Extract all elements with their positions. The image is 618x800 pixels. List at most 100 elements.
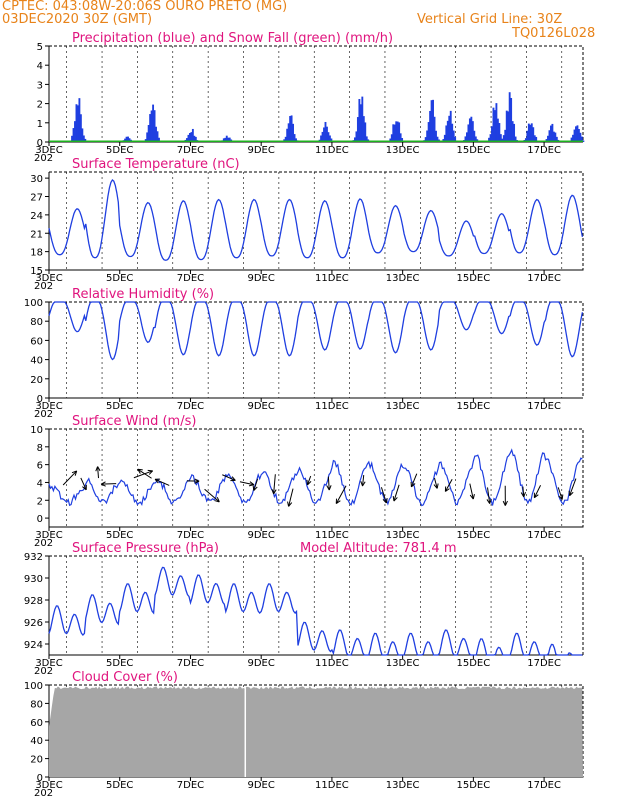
panel-title-3: Relative Humidity (%) xyxy=(72,287,214,302)
x-tick-label: 11DEC xyxy=(315,401,349,412)
x-tick-label: 3DEC xyxy=(35,273,62,284)
wind-arrow-head xyxy=(392,496,398,502)
precip-bar xyxy=(356,117,359,142)
wind-arrow-head xyxy=(568,490,574,497)
x-tick-label: 17DEC xyxy=(527,273,561,284)
precip-bar xyxy=(75,104,78,142)
precip-bar xyxy=(295,138,297,142)
wind-arrow-head xyxy=(558,494,564,500)
x-tick-label: 7DEC xyxy=(177,658,204,669)
precip-bar xyxy=(396,121,399,142)
precip-bar xyxy=(548,130,551,142)
precip-bar xyxy=(452,130,455,142)
y-tick-label: 932 xyxy=(24,552,43,563)
wind-arrow-head xyxy=(360,481,366,487)
wind-arrow xyxy=(273,474,276,494)
y-tick-label: 1 xyxy=(37,119,43,130)
x-tick-label: 15DEC xyxy=(457,530,491,541)
x-tick-label: 13DEC xyxy=(386,273,420,284)
precip-bar xyxy=(287,123,290,142)
precip-bar xyxy=(494,110,496,142)
precip-bar xyxy=(127,136,129,142)
precip-bar xyxy=(187,134,190,142)
precip-bar xyxy=(573,129,576,142)
precip-bar xyxy=(365,136,368,142)
wind-arrow-head xyxy=(154,478,161,484)
wind-arrow xyxy=(327,476,330,491)
precip-bar xyxy=(504,129,507,142)
precip-bar xyxy=(362,116,365,142)
precip-bar xyxy=(146,132,149,142)
wind-arrow xyxy=(306,475,312,486)
precip-bar xyxy=(492,107,495,142)
panel-4: Surface Wind (m/s) 0 2 4 6 8 10 3DEC 5DEC 7DEC 9DE… xyxy=(30,414,584,549)
wind-arrow-head xyxy=(502,500,508,506)
precip-bar xyxy=(445,125,448,142)
humidity-line xyxy=(48,301,584,361)
wind-arrow xyxy=(557,487,563,500)
precip-bar xyxy=(286,128,289,142)
y-tick-label: 24 xyxy=(30,211,43,222)
precip-bar xyxy=(290,115,293,142)
wind-arrow xyxy=(154,478,170,486)
x-tick-label: 11DEC xyxy=(315,273,349,284)
x-year-label: 202 xyxy=(34,153,53,164)
y-tick-label: 60 xyxy=(30,718,43,729)
panel-annotation-5: Model Altitude: 781.4 m xyxy=(300,541,457,556)
precip-bar xyxy=(321,131,324,142)
x-tick-label: 13DEC xyxy=(386,401,420,412)
precip-bar xyxy=(125,136,128,142)
x-tick-label: 17DEC xyxy=(527,780,561,791)
wind-arrow-head xyxy=(82,484,87,491)
wind-arrow xyxy=(222,474,236,481)
y-tick-label: 8 xyxy=(37,443,43,454)
wind-arrow-head xyxy=(520,491,526,498)
panel-frame xyxy=(48,428,584,528)
x-tick-label: 5DEC xyxy=(106,658,133,669)
precip-bar xyxy=(533,135,536,142)
wind-arrow xyxy=(62,470,78,486)
precip-bar xyxy=(156,131,159,142)
x-tick-label: 15DEC xyxy=(457,273,491,284)
precip-bar xyxy=(158,137,160,142)
x-tick-label: 17DEC xyxy=(527,401,561,412)
y-tick-label: 0 xyxy=(37,514,43,525)
x-tick-label: 11DEC xyxy=(315,780,349,791)
precip-bar xyxy=(552,131,555,142)
y-tick-label: 928 xyxy=(24,596,43,607)
panel-6: Cloud Cover (%) 0 20 40 60 80 100 3DEC 5DEC 7DEC 9… xyxy=(24,670,584,799)
y-tick-label: 80 xyxy=(30,699,43,710)
wind-arrow-head xyxy=(194,478,200,484)
precip-bar xyxy=(532,127,535,142)
wind-arrow-head xyxy=(444,486,450,492)
wind-arrow-head xyxy=(287,501,293,507)
precip-bar xyxy=(426,130,429,142)
precip-bar xyxy=(524,138,527,142)
y-tick-label: 20 xyxy=(30,375,43,386)
precip-bar xyxy=(72,128,75,142)
precip-bar xyxy=(395,121,398,142)
precip-bar xyxy=(549,125,552,142)
precip-bar xyxy=(389,138,392,142)
x-tick-label: 13DEC xyxy=(386,658,420,669)
x-tick-label: 17DEC xyxy=(527,145,561,156)
x-tick-label: 9DEC xyxy=(247,401,274,412)
precip-bar xyxy=(186,138,188,142)
x-tick-label: 13DEC xyxy=(386,530,420,541)
y-tick-label: 930 xyxy=(24,574,43,585)
precip-bar xyxy=(78,98,81,142)
precip-bar xyxy=(222,138,225,142)
wind-arrow xyxy=(204,488,220,503)
precip-bar xyxy=(501,138,504,142)
precip-bar xyxy=(79,114,82,142)
precip-bar xyxy=(320,135,322,142)
wind-arrow xyxy=(410,473,418,488)
precip-bar xyxy=(530,123,533,142)
y-tick-label: 27 xyxy=(30,193,43,204)
precip-bar xyxy=(570,137,573,142)
precip-bar xyxy=(328,135,331,142)
precip-bar xyxy=(392,124,395,142)
panel-1: Precipitation (blue) and Snow Fall (gree… xyxy=(34,31,585,164)
x-tick-label: 5DEC xyxy=(106,145,133,156)
x-tick-label: 3DEC xyxy=(35,401,62,412)
